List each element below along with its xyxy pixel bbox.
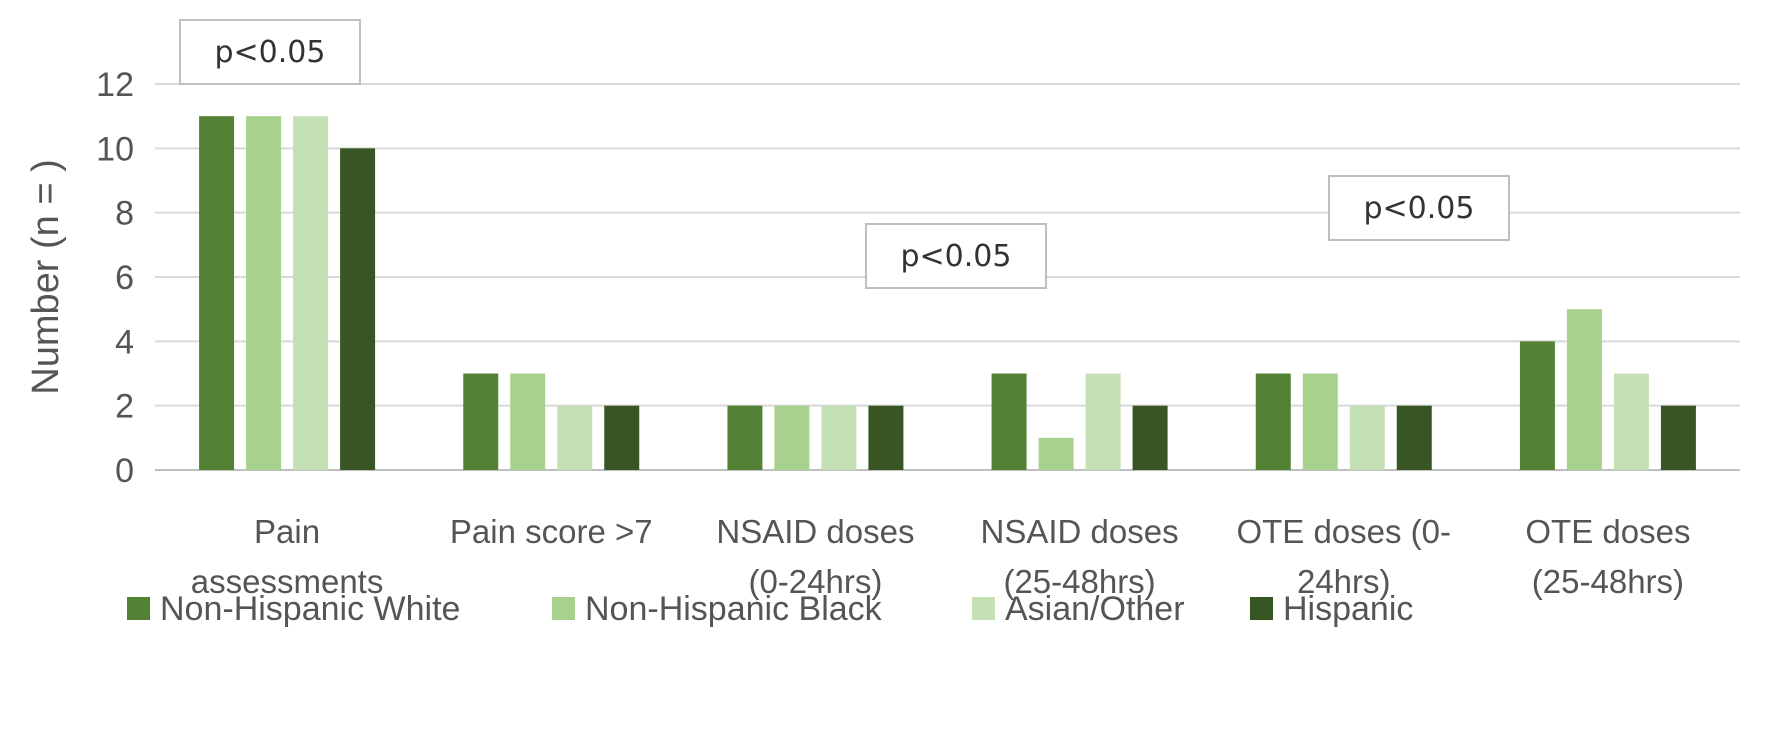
bar: [727, 405, 763, 470]
y-tick-label: 4: [115, 323, 134, 361]
x-category-label: OTE doses: [1525, 513, 1690, 550]
x-axis-categories: Pain assessments Pain score >7 NSAID doses (…: [191, 513, 1691, 600]
x-category-label: (25-48hrs): [1003, 563, 1155, 600]
bar: [510, 373, 546, 470]
bar: [1085, 373, 1121, 470]
y-axis-label: Number (n = ): [25, 159, 67, 394]
bar: [557, 405, 593, 470]
bar: [1396, 405, 1432, 470]
x-category-label: (25-48hrs): [1532, 563, 1684, 600]
bar: [246, 116, 282, 471]
annotation-box: [865, 223, 1047, 289]
x-category-label: NSAID doses: [716, 513, 914, 550]
x-category-label: (0-24hrs): [748, 563, 882, 600]
bar: [199, 116, 235, 471]
x-category-label: 24hrs): [1297, 563, 1391, 600]
y-tick-label: 2: [115, 388, 134, 426]
y-tick-label: 12: [96, 66, 134, 104]
gridlines: [155, 83, 1740, 471]
bar: [604, 405, 640, 470]
y-tick-label: 6: [115, 259, 134, 297]
bar: [1255, 373, 1291, 470]
bar: [1566, 309, 1602, 470]
bar: [991, 373, 1027, 470]
x-category-label: Pain: [254, 513, 320, 550]
legend-label: Hispanic: [1283, 590, 1413, 628]
y-tick-label: 0: [115, 452, 134, 490]
legend-label: Non-Hispanic Black: [585, 590, 883, 628]
bar: [774, 405, 810, 470]
legend-swatch: [972, 597, 995, 620]
annotation-label: p<0.05: [1364, 191, 1475, 226]
bar: [1519, 341, 1555, 470]
annotation-box: [1328, 175, 1510, 241]
legend: Non-Hispanic White Non-Hispanic Black Asia…: [127, 590, 1413, 628]
bar: [463, 373, 499, 470]
bar: [1132, 405, 1168, 470]
legend-label: Non-Hispanic White: [160, 590, 460, 628]
bar: [1038, 437, 1074, 470]
annotation-label: p<0.05: [215, 35, 326, 70]
bar: [1302, 373, 1338, 470]
annotations: p<0.05 p<0.05 p<0.05: [179, 19, 1510, 289]
y-tick-label: 8: [115, 195, 134, 233]
bar: [1613, 373, 1649, 470]
annotation-box: [179, 19, 361, 85]
x-category-label: OTE doses (0-: [1236, 513, 1451, 550]
legend-label: Asian/Other: [1005, 590, 1185, 628]
bar: [340, 148, 376, 471]
legend-swatch: [1250, 597, 1273, 620]
bar: [821, 405, 857, 470]
bar: [293, 116, 329, 471]
legend-swatch: [552, 597, 575, 620]
legend-swatch: [127, 597, 150, 620]
y-tick-label: 10: [96, 130, 134, 168]
bar: [1660, 405, 1696, 470]
bar: [868, 405, 904, 470]
bar: [1349, 405, 1385, 470]
annotation-label: p<0.05: [901, 239, 1012, 274]
x-category-label: Pain score >7: [450, 513, 653, 550]
bars: [199, 116, 1696, 471]
x-category-label: NSAID doses: [981, 513, 1179, 550]
x-category-label: assessments: [191, 563, 384, 600]
y-axis-ticks: 0 2 4 6 8 10 12: [96, 66, 134, 490]
